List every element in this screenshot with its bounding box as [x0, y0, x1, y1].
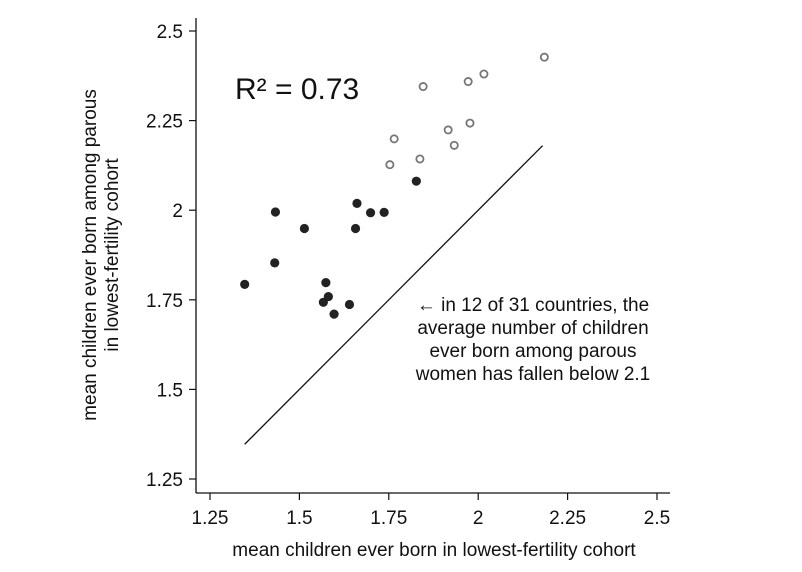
data-point-filled [352, 198, 362, 208]
note-line-1: ← in 12 of 31 countries, the [417, 295, 649, 316]
note-line-2: average number of children [417, 318, 648, 339]
x-tick-label: 1.25 [192, 508, 229, 529]
note-line-3: ever born among parous [429, 341, 636, 362]
data-point-filled [240, 279, 250, 289]
data-point-filled [270, 258, 280, 268]
data-point-filled [344, 299, 355, 310]
data-point-hollow [463, 77, 473, 87]
y-ticks: 1.25 1.5 1.75 2 2.25 2.5 [146, 22, 196, 491]
data-point-filled [365, 208, 376, 218]
x-tick-label: 2.5 [644, 508, 670, 529]
x-tick-label: 1.75 [370, 508, 407, 529]
y-tick-label: 1.25 [146, 470, 183, 491]
data-point-filled [379, 207, 389, 217]
y-tick-label: 1.75 [146, 291, 183, 312]
r2-annotation: R² = 0.73 [235, 73, 359, 106]
x-axis-title: mean children ever born in lowest-fertil… [232, 540, 636, 561]
y-tick-label: 2 [172, 201, 183, 222]
data-point-filled [318, 297, 328, 307]
data-point-filled [350, 223, 361, 234]
y-tick-label: 1.5 [157, 380, 183, 401]
axes [195, 18, 670, 494]
note-annotation: ← in 12 of 31 countries, the average num… [415, 295, 650, 385]
y-axis-title-line-1: mean children ever born among parous [80, 89, 101, 421]
data-point-filled [411, 176, 421, 186]
points-group [240, 52, 549, 319]
data-point-hollow [418, 82, 428, 92]
data-point-hollow [539, 52, 549, 62]
data-point-filled [270, 207, 281, 217]
data-point-hollow [479, 69, 489, 79]
data-point-hollow [449, 140, 459, 150]
y-axis-title-line-2: in lowest-fertility cohort [102, 158, 123, 352]
x-ticks: 1.25 1.5 1.75 2 2.25 2.5 [192, 493, 670, 529]
data-point-hollow [443, 125, 453, 135]
note-line-4: women has fallen below 2.1 [415, 364, 650, 385]
reference-line [244, 145, 544, 445]
data-point-hollow [385, 160, 395, 170]
reference-line-group [244, 145, 544, 445]
x-tick-label: 1.5 [286, 508, 312, 529]
data-point-hollow [465, 118, 475, 128]
data-point-hollow [389, 134, 399, 144]
x-tick-label: 2.25 [549, 508, 586, 529]
y-tick-label: 2.5 [157, 22, 183, 43]
y-tick-label: 2.25 [146, 112, 183, 133]
data-point-hollow [415, 154, 425, 164]
y-axis-title: mean children ever born among parous in … [80, 89, 123, 421]
data-point-filled [321, 277, 331, 288]
x-tick-label: 2 [473, 508, 484, 529]
data-point-filled [299, 223, 310, 234]
data-point-filled [329, 309, 339, 319]
